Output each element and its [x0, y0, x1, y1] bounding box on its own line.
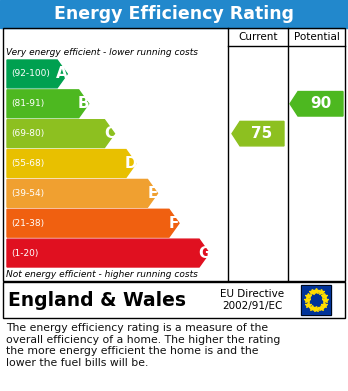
Text: Potential: Potential: [294, 32, 339, 42]
Text: 75: 75: [251, 126, 272, 141]
Text: A: A: [56, 66, 68, 81]
Text: The energy efficiency rating is a measure of the
overall efficiency of a home. T: The energy efficiency rating is a measur…: [6, 323, 280, 368]
Bar: [0, 0, 348, 28]
Polygon shape: [290, 91, 343, 116]
Text: (81-91): (81-91): [11, 99, 44, 108]
Text: Current: Current: [238, 32, 278, 42]
Polygon shape: [7, 90, 89, 118]
Text: E: E: [147, 186, 158, 201]
Text: (21-38): (21-38): [11, 219, 44, 228]
Text: F: F: [169, 216, 179, 231]
Polygon shape: [7, 209, 179, 237]
Polygon shape: [7, 120, 114, 147]
Text: B: B: [78, 96, 89, 111]
Polygon shape: [7, 60, 67, 88]
Text: 90: 90: [310, 96, 331, 111]
Text: (69-80): (69-80): [11, 129, 44, 138]
Text: C: C: [104, 126, 115, 141]
Bar: [301, 285, 331, 315]
Text: EU Directive
2002/91/EC: EU Directive 2002/91/EC: [220, 289, 284, 311]
Text: G: G: [198, 246, 210, 260]
Text: (55-68): (55-68): [11, 159, 44, 168]
Text: Not energy efficient - higher running costs: Not energy efficient - higher running co…: [6, 270, 198, 279]
Text: England & Wales: England & Wales: [8, 291, 186, 310]
Polygon shape: [7, 239, 209, 267]
Text: (1-20): (1-20): [11, 249, 38, 258]
Text: (92-100): (92-100): [11, 70, 50, 79]
Bar: [3, 28, 345, 281]
Bar: [301, 285, 331, 315]
Text: D: D: [125, 156, 137, 171]
Polygon shape: [7, 179, 158, 207]
Text: Energy Efficiency Rating: Energy Efficiency Rating: [54, 5, 294, 23]
Text: Very energy efficient - lower running costs: Very energy efficient - lower running co…: [6, 48, 198, 57]
Text: (39-54): (39-54): [11, 189, 44, 198]
Polygon shape: [7, 150, 136, 178]
Bar: [3, 282, 345, 318]
Polygon shape: [232, 121, 284, 146]
